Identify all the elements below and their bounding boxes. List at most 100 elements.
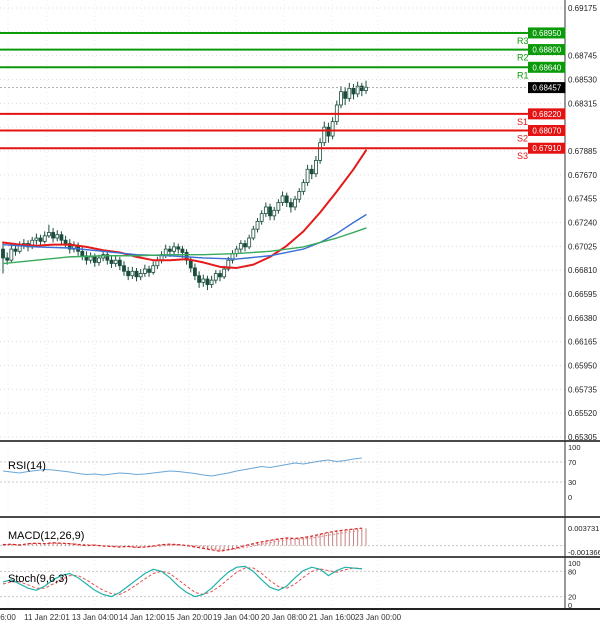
candle-down [309,168,314,175]
candle-up [130,270,135,277]
price-tick-label: 0.67885 [568,147,597,156]
candle-down [38,237,43,242]
stoch-k-line [2,565,362,598]
rsi-label: RSI(14) [8,460,46,472]
price-tick-label: 0.65305 [568,433,597,442]
candle-up [46,232,51,237]
pivot-R3-badge [528,27,566,39]
candle-down [80,250,85,257]
candle-down [92,256,97,263]
candle-up [9,248,14,261]
candle-down [117,259,122,267]
candle-up [280,195,285,203]
candle-up [272,209,277,217]
candle-down [13,248,18,252]
pivot-S3-badge [528,142,566,154]
price-tick-label: 0.66595 [568,290,597,299]
pivot-label-R1: R1 [517,70,529,80]
pivot-R2-badge-text: 0.68800 [532,46,561,55]
candle-down [343,91,348,99]
price-tick-label: 0.67455 [568,195,597,204]
stoch-scale-label: 0 [568,601,572,610]
pivot-R3-badge-text: 0.68950 [532,29,561,38]
candle-down [188,259,193,269]
candle-down [193,267,197,277]
candle-up [305,168,310,183]
candle-up [251,228,256,239]
time-axis-label: 21 Jan 16:00 [309,613,356,622]
time-axis-label: 14 Jan 12:00 [119,613,166,622]
price-tick-label: 0.67240 [568,219,597,228]
candle-up [339,91,343,106]
panel-divider [0,608,600,610]
candle-down [218,273,222,278]
pivot-R1-badge [528,61,566,73]
price-tick-label: 0.65950 [568,362,597,371]
ma-red-line [2,149,367,269]
time-axis-label: 23 Jan 00:00 [355,613,402,622]
candle-up [201,278,206,283]
time-axis-label: 20 Jan 08:00 [261,613,308,622]
candle-down [51,232,55,239]
stoch-scale-label: 20 [568,593,576,602]
time-axis-label: 19 Jan 04:00 [213,613,260,622]
price-tick-label: 0.65735 [568,385,597,394]
panel-divider [0,440,600,442]
candle-up [34,237,39,241]
pivot-S1-badge-text: 0.68220 [532,110,561,119]
candle-up [163,248,168,256]
price-tick-label: 0.67670 [568,171,597,180]
candle-up [222,268,227,278]
candle-up [113,259,118,264]
price-tick-label: 0.68530 [568,76,597,85]
pivot-label-S3: S3 [517,151,528,161]
pivot-label-S2: S2 [517,133,528,143]
candle-up [301,182,306,192]
rsi-scale-label: 30 [568,478,576,487]
candle-down [5,257,10,261]
time-axis-label: 6:00 [0,613,16,622]
pivot-S1-badge [528,108,566,120]
rsi-scale-label: 0 [568,493,572,502]
candle-up [322,126,327,144]
pivot-label-S1: S1 [517,117,528,127]
candle-down [63,239,68,244]
macd-line [2,527,362,552]
price-tick-label: 0.68745 [568,52,597,61]
rsi-line [2,457,362,477]
stoch-scale-label: 80 [568,567,576,576]
pivot-R1-badge-text: 0.68640 [532,63,561,72]
candle-up [318,142,323,161]
price-tick-label: 0.66810 [568,266,597,275]
candle-up [259,213,264,222]
candle-up [17,245,22,252]
candle-up [330,121,335,137]
time-axis-label: 13 Jan 04:00 [72,613,119,622]
last-price-badge-text: 0.68457 [532,84,561,93]
pivot-S2-badge [528,124,566,136]
candle-up [297,191,302,200]
candle-down [105,254,110,261]
candle-down [284,195,289,203]
candle-down [122,265,126,272]
candle-down [268,206,272,217]
pivot-S3-badge-text: 0.67910 [532,144,561,153]
candle-down [59,234,64,241]
candle-up [347,87,352,99]
candle-up [151,265,156,273]
price-tick-label: 0.69175 [568,4,597,13]
pivot-label-R3: R3 [517,36,529,46]
rsi-scale-label: 100 [568,443,581,452]
ma-blue-line [2,214,367,260]
price-tick-label: 0.66165 [568,338,597,347]
candle-up [88,256,93,261]
candle-up [226,259,231,270]
candle-down [109,259,114,264]
last-price-badge [528,82,566,94]
candle-down [243,243,247,248]
time-axis-label: 11 Jan 22:01 [24,613,70,622]
rsi-scale-label: 70 [568,458,576,467]
candle-down [205,278,210,285]
pivot-label-R2: R2 [517,53,529,63]
